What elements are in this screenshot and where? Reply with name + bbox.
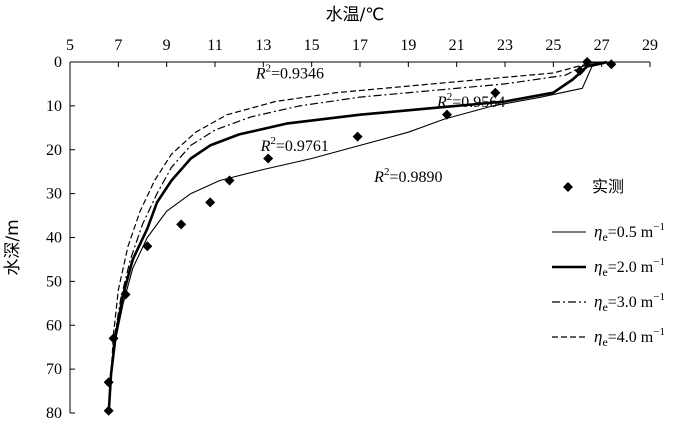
y-tick-label: 20 <box>46 142 62 159</box>
r-squared-label: R2=0.9564 <box>436 91 505 111</box>
observed-point <box>582 57 593 67</box>
legend-label-0: ηe=0.5 m−1 <box>594 221 665 244</box>
y-tick-label: 80 <box>46 405 62 421</box>
legend: 实测 ηe=0.5 m−1 ηe=2.0 m−1 ηe=3.0 m−1 ηe=4.0 m… <box>552 177 665 349</box>
observed-point <box>352 131 363 142</box>
legend-label-1: ηe=2.0 m−1 <box>594 256 665 279</box>
observed-point <box>263 153 274 164</box>
series-line-0 <box>108 61 612 414</box>
observed-point <box>490 87 501 98</box>
r-squared-label: R2=0.9346 <box>255 63 324 83</box>
x-tick-label: 11 <box>207 37 222 54</box>
x-tick-label: 17 <box>352 37 368 54</box>
legend-observed-marker <box>563 182 573 192</box>
observed-point <box>120 289 131 300</box>
legend-label-2: ηe=3.0 m−1 <box>594 291 665 314</box>
x-tick-label: 13 <box>255 37 271 54</box>
axes: 5 7 9 11 13 15 17 19 21 23 25 27 29 0 10 20 30 40 50 60 70 80… <box>3 5 658 421</box>
r-squared-annotations: R2=0.9346 R2=0.9564 R2=0.9761 R2=0.9890 <box>255 63 506 187</box>
x-tick-label: 7 <box>114 37 122 54</box>
y-axis-title: 水深/m <box>3 219 23 275</box>
observed-point <box>103 405 114 416</box>
observed-point <box>142 241 153 252</box>
observed-point <box>224 175 235 186</box>
observed-point <box>442 109 452 120</box>
observed-point <box>574 65 585 76</box>
observed-point <box>205 197 216 208</box>
series-layer <box>107 60 612 414</box>
y-tick-label: 10 <box>46 98 62 115</box>
x-axis-title: 水温/℃ <box>326 5 385 25</box>
legend-label-3: ηe=4.0 m−1 <box>594 326 665 349</box>
observed-point <box>108 333 119 344</box>
y-tick-label: 30 <box>46 186 62 203</box>
y-tick-label: 50 <box>46 273 62 290</box>
x-tick-label: 9 <box>163 37 171 54</box>
observed-markers <box>103 57 617 416</box>
observed-point <box>103 377 114 388</box>
y-tick-label: 60 <box>46 317 62 334</box>
y-tick-label: 70 <box>46 361 62 378</box>
x-tick-label: 25 <box>545 37 561 54</box>
x-tick-label: 27 <box>594 37 610 54</box>
y-tick-label: 40 <box>46 230 62 247</box>
series-line-3 <box>108 61 597 414</box>
x-tick-label: 21 <box>449 37 465 54</box>
r-squared-label: R2=0.9890 <box>373 166 442 186</box>
y-tick-label: 0 <box>54 54 62 71</box>
series-line-1 <box>107 60 607 414</box>
x-tick-label: 5 <box>66 37 74 54</box>
x-tick-label: 19 <box>400 37 416 54</box>
x-tick-label: 15 <box>304 37 320 54</box>
observed-point <box>176 219 187 230</box>
x-tick-label: 29 <box>642 37 658 54</box>
x-tick-label: 23 <box>497 37 513 54</box>
legend-observed-label: 实测 <box>592 177 624 196</box>
observed-point <box>606 59 617 70</box>
r-squared-label: R2=0.9761 <box>260 135 329 155</box>
